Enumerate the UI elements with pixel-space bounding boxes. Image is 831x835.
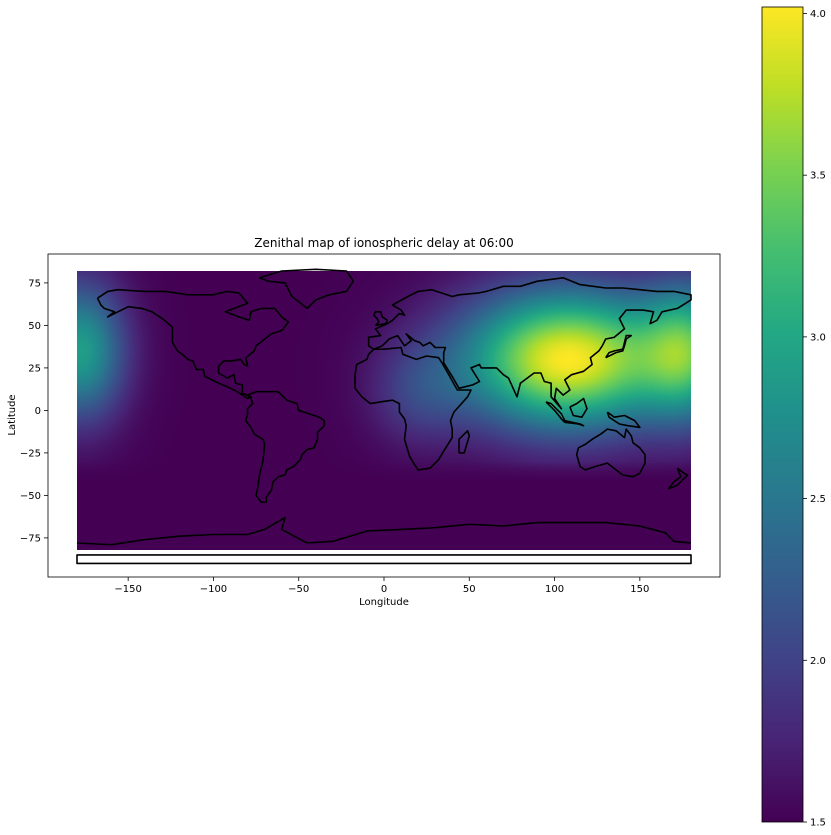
x-axis-ticks: −150 −100 −50 0 50 100 150 bbox=[114, 577, 649, 595]
colorbar: 1.5 2.0 2.5 3.0 3.5 4.0 bbox=[761, 6, 826, 829]
colorbar-frame bbox=[761, 6, 804, 823]
australia-outline bbox=[575, 428, 646, 478]
colorbar-ticks: 1.5 2.0 2.5 3.0 3.5 4.0 bbox=[803, 9, 826, 829]
x-tick-label: 0 bbox=[381, 584, 387, 595]
x-tick-label: −100 bbox=[200, 584, 227, 595]
y-axis-label: Latitude bbox=[7, 394, 18, 435]
indonesia-outline bbox=[545, 401, 585, 427]
north-america-outline bbox=[96, 288, 290, 400]
chart-title: Zenithal map of ionospheric delay at 06:… bbox=[254, 236, 513, 250]
south-america-outline bbox=[245, 390, 326, 504]
axes: −150 −100 −50 0 50 100 150 75 50 25 0 −25 −50 −75 Ze… bbox=[7, 236, 721, 608]
colorbar-tick-label: 4.0 bbox=[810, 9, 826, 20]
x-tick-label: −50 bbox=[288, 584, 309, 595]
x-tick-label: 150 bbox=[630, 584, 649, 595]
y-tick-label: 0 bbox=[35, 406, 41, 417]
colorbar-gradient bbox=[762, 7, 803, 822]
colorbar-tick-label: 3.0 bbox=[810, 332, 826, 343]
madagascar-outline bbox=[458, 429, 471, 454]
y-tick-label: 50 bbox=[28, 321, 41, 332]
greenland-outline bbox=[259, 268, 355, 310]
antarctica-base-outline bbox=[76, 554, 692, 565]
x-tick-label: 50 bbox=[463, 584, 476, 595]
colorbar-tick-label: 3.5 bbox=[810, 171, 826, 182]
japan-outline bbox=[605, 334, 633, 359]
y-tick-label: −25 bbox=[20, 448, 41, 459]
country-outlines bbox=[76, 268, 692, 565]
antarctica-outline bbox=[76, 516, 692, 546]
colorbar-tick-label: 2.5 bbox=[810, 494, 826, 505]
borneo-outline bbox=[569, 397, 588, 419]
x-tick-label: 100 bbox=[545, 584, 564, 595]
colorbar-tick-label: 1.5 bbox=[810, 818, 826, 829]
y-tick-label: −50 bbox=[20, 491, 41, 502]
eurasia-outline bbox=[367, 276, 692, 410]
new-guinea-outline bbox=[606, 411, 641, 429]
y-tick-label: 75 bbox=[28, 278, 41, 289]
y-axis-ticks: 75 50 25 0 −25 −50 −75 bbox=[20, 278, 48, 544]
africa-outline bbox=[354, 346, 472, 471]
y-tick-label: −75 bbox=[20, 533, 41, 544]
heatmap-image bbox=[76, 271, 691, 550]
x-axis-label: Longitude bbox=[359, 597, 409, 608]
new-zealand-outline bbox=[667, 467, 689, 490]
great-britain-outline bbox=[372, 310, 389, 327]
colorbar-tick-label: 2.0 bbox=[810, 656, 826, 667]
x-tick-label: −150 bbox=[114, 584, 141, 595]
y-tick-label: 25 bbox=[28, 363, 41, 374]
